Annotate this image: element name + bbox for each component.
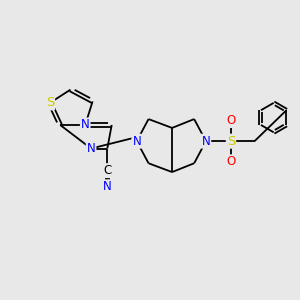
Text: N: N bbox=[132, 135, 141, 148]
Text: C: C bbox=[103, 164, 111, 177]
Text: N: N bbox=[81, 118, 90, 131]
Text: S: S bbox=[46, 96, 54, 110]
Text: N: N bbox=[87, 142, 95, 155]
Text: O: O bbox=[226, 114, 236, 127]
Text: N: N bbox=[103, 180, 112, 193]
Text: O: O bbox=[226, 155, 236, 168]
Text: N: N bbox=[202, 135, 210, 148]
Text: S: S bbox=[227, 135, 235, 148]
